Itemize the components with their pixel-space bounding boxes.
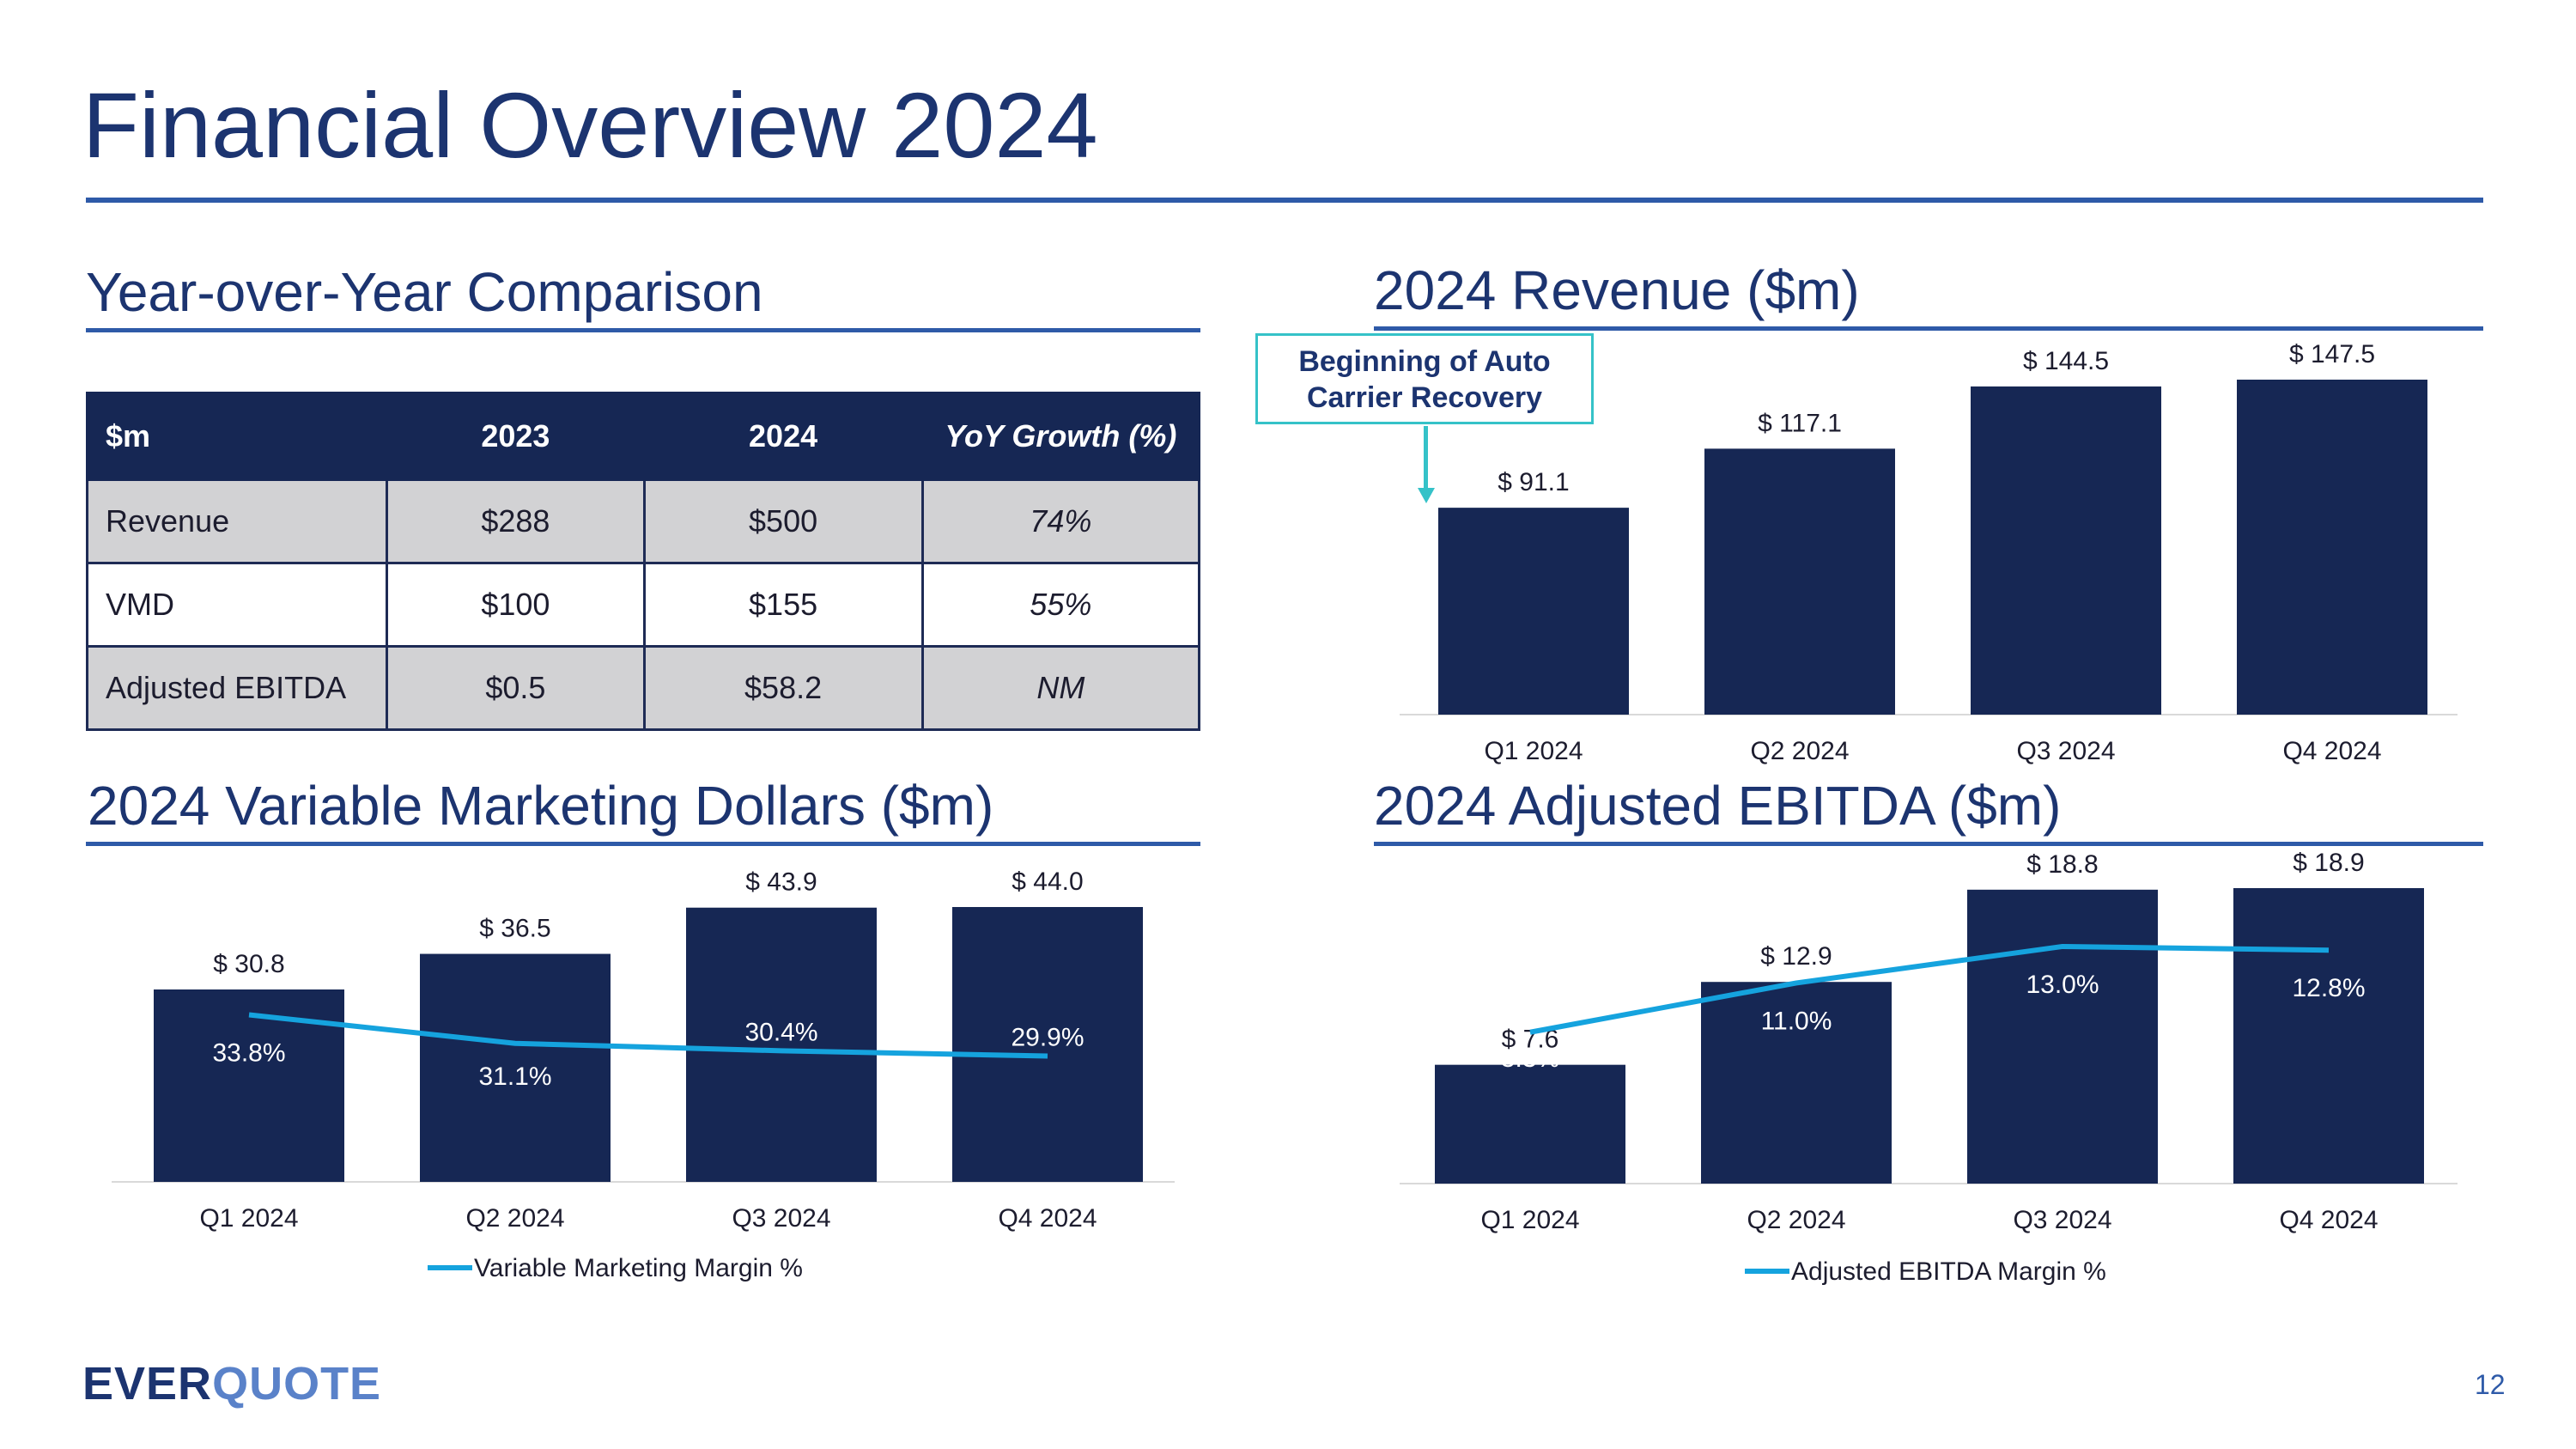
bar-q3-2024 bbox=[686, 907, 877, 1182]
logo-text-ever: EVER bbox=[82, 1358, 213, 1409]
yoy-header-metric: $m bbox=[85, 392, 389, 481]
logo-text-quote: QUOTE bbox=[212, 1358, 382, 1409]
row-growth-value: NM bbox=[920, 645, 1201, 731]
bar-value-label: $ 44.0 bbox=[1012, 868, 1083, 896]
row-2023-value: $288 bbox=[386, 478, 646, 564]
page-title: Financial Overview 2024 bbox=[82, 73, 1098, 177]
recovery-callout: Beginning of Auto Carrier Recovery bbox=[1255, 333, 1594, 424]
row-metric: Adjusted EBITDA bbox=[85, 645, 389, 731]
x-tick-label: Q4 2024 bbox=[2279, 1206, 2378, 1234]
bar-q3-2024 bbox=[1971, 386, 2161, 715]
bar-q4-2024 bbox=[2237, 380, 2427, 715]
callout-line-2: Carrier Recovery bbox=[1306, 381, 1543, 414]
bar-q1-2024 bbox=[1435, 1064, 1625, 1184]
line-value-label: 8.3% bbox=[1501, 1044, 1559, 1073]
row-metric: VMD bbox=[85, 562, 389, 648]
yoy-header-2024: 2024 bbox=[642, 392, 924, 481]
yoy-table: $m 2023 2024 YoY Growth (%) Revenue $288… bbox=[85, 392, 1201, 731]
row-growth-value: 74% bbox=[920, 478, 1201, 564]
bar-value-label: $ 43.9 bbox=[745, 868, 817, 897]
bar-value-label: $ 147.5 bbox=[2289, 340, 2375, 368]
revenue-section-title: 2024 Revenue ($m) bbox=[1374, 259, 1860, 321]
x-tick-label: Q3 2024 bbox=[2013, 1206, 2111, 1234]
bar-value-label: $ 18.8 bbox=[2026, 850, 2098, 879]
x-tick-label: Q4 2024 bbox=[2282, 737, 2381, 765]
line-value-label: 11.0% bbox=[1761, 1007, 1832, 1035]
table-row: Adjusted EBITDA $0.5 $58.2 NM bbox=[85, 645, 1201, 731]
bar-value-label: $ 117.1 bbox=[1758, 409, 1842, 437]
legend-label: Adjusted EBITDA Margin % bbox=[1791, 1257, 2106, 1286]
row-2023-value: $100 bbox=[386, 562, 646, 648]
x-tick-label: Q4 2024 bbox=[998, 1204, 1097, 1233]
x-tick-label: Q2 2024 bbox=[465, 1204, 564, 1233]
bar-value-label: $ 18.9 bbox=[2293, 850, 2364, 877]
bar-q4-2024 bbox=[952, 907, 1143, 1182]
bar-value-label: $ 12.9 bbox=[1760, 942, 1832, 971]
row-growth-value: 55% bbox=[920, 562, 1201, 648]
row-2024-value: $500 bbox=[642, 478, 924, 564]
row-metric: Revenue bbox=[85, 478, 389, 564]
page-number: 12 bbox=[2475, 1369, 2506, 1400]
bar-value-label: $ 91.1 bbox=[1498, 468, 1569, 496]
bar-value-label: $ 144.5 bbox=[2023, 347, 2109, 375]
x-tick-label: Q1 2024 bbox=[199, 1204, 298, 1233]
line-value-label: 12.8% bbox=[2292, 974, 2365, 1002]
yoy-table-header-row: $m 2023 2024 YoY Growth (%) bbox=[85, 392, 1201, 481]
callout-line-1: Beginning of Auto bbox=[1298, 345, 1551, 378]
line-value-label: 29.9% bbox=[1011, 1024, 1084, 1052]
callout-arrow bbox=[1424, 426, 1428, 491]
line-value-label: 33.8% bbox=[212, 1039, 285, 1068]
title-divider bbox=[86, 198, 2483, 203]
bar-q3-2024 bbox=[1967, 889, 2158, 1184]
everquote-logo: EVERQUOTE bbox=[82, 1357, 381, 1410]
yoy-header-growth: YoY Growth (%) bbox=[920, 392, 1201, 481]
vmd-section-divider bbox=[86, 842, 1200, 846]
ebitda-section-title: 2024 Adjusted EBITDA ($m) bbox=[1374, 775, 2062, 837]
margin-line bbox=[248, 1012, 1048, 1059]
yoy-header-2023: 2023 bbox=[386, 392, 646, 481]
callout-arrow-head-icon bbox=[1418, 488, 1435, 503]
bar-value-label: $ 36.5 bbox=[479, 915, 550, 943]
line-value-label: 30.4% bbox=[744, 1018, 817, 1046]
bar-value-label: $ 30.8 bbox=[213, 950, 284, 978]
x-tick-label: Q2 2024 bbox=[1750, 737, 1849, 765]
x-tick-label: Q1 2024 bbox=[1484, 737, 1583, 765]
bar-q2-2024 bbox=[1704, 448, 1895, 715]
ebitda-chart: $ 7.6Q1 2024$ 12.9Q2 2024$ 18.8Q3 2024$ … bbox=[1400, 850, 2458, 1286]
table-row: VMD $100 $155 55% bbox=[85, 562, 1201, 648]
row-2024-value: $58.2 bbox=[642, 645, 924, 731]
bar-q1-2024 bbox=[1438, 508, 1629, 715]
x-tick-label: Q1 2024 bbox=[1480, 1206, 1579, 1234]
revenue-chart: $ 91.1 Q1 2024 $ 117.1 Q2 2024 $ 144.5 Q3 202… bbox=[1400, 340, 2458, 765]
bar-q2-2024 bbox=[1701, 982, 1892, 1184]
x-tick-label: Q2 2024 bbox=[1747, 1206, 1845, 1234]
x-tick-label: Q3 2024 bbox=[2016, 737, 2115, 765]
row-2023-value: $0.5 bbox=[386, 645, 646, 731]
bar-q4-2024 bbox=[2233, 888, 2424, 1184]
vmd-chart: $ 30.8 Q1 2024 $ 36.5 Q2 2024 $ 43.9 Q3 2024 $… bbox=[112, 868, 1175, 1282]
x-tick-label: Q3 2024 bbox=[732, 1204, 830, 1233]
table-row: Revenue $288 $500 74% bbox=[85, 478, 1201, 564]
line-value-label: 13.0% bbox=[2026, 971, 2099, 999]
yoy-section-divider bbox=[86, 328, 1200, 332]
ebitda-section-divider bbox=[1374, 842, 2483, 846]
yoy-section-title: Year-over-Year Comparison bbox=[86, 261, 763, 323]
line-value-label: 31.1% bbox=[478, 1062, 551, 1091]
legend-label: Variable Marketing Margin % bbox=[474, 1254, 803, 1282]
vmd-section-title: 2024 Variable Marketing Dollars ($m) bbox=[88, 775, 994, 837]
bar-q2-2024 bbox=[420, 953, 611, 1182]
margin-line bbox=[1529, 943, 2330, 1035]
bar-q1-2024 bbox=[154, 989, 344, 1182]
row-2024-value: $155 bbox=[642, 562, 924, 648]
revenue-section-divider bbox=[1374, 326, 2483, 331]
